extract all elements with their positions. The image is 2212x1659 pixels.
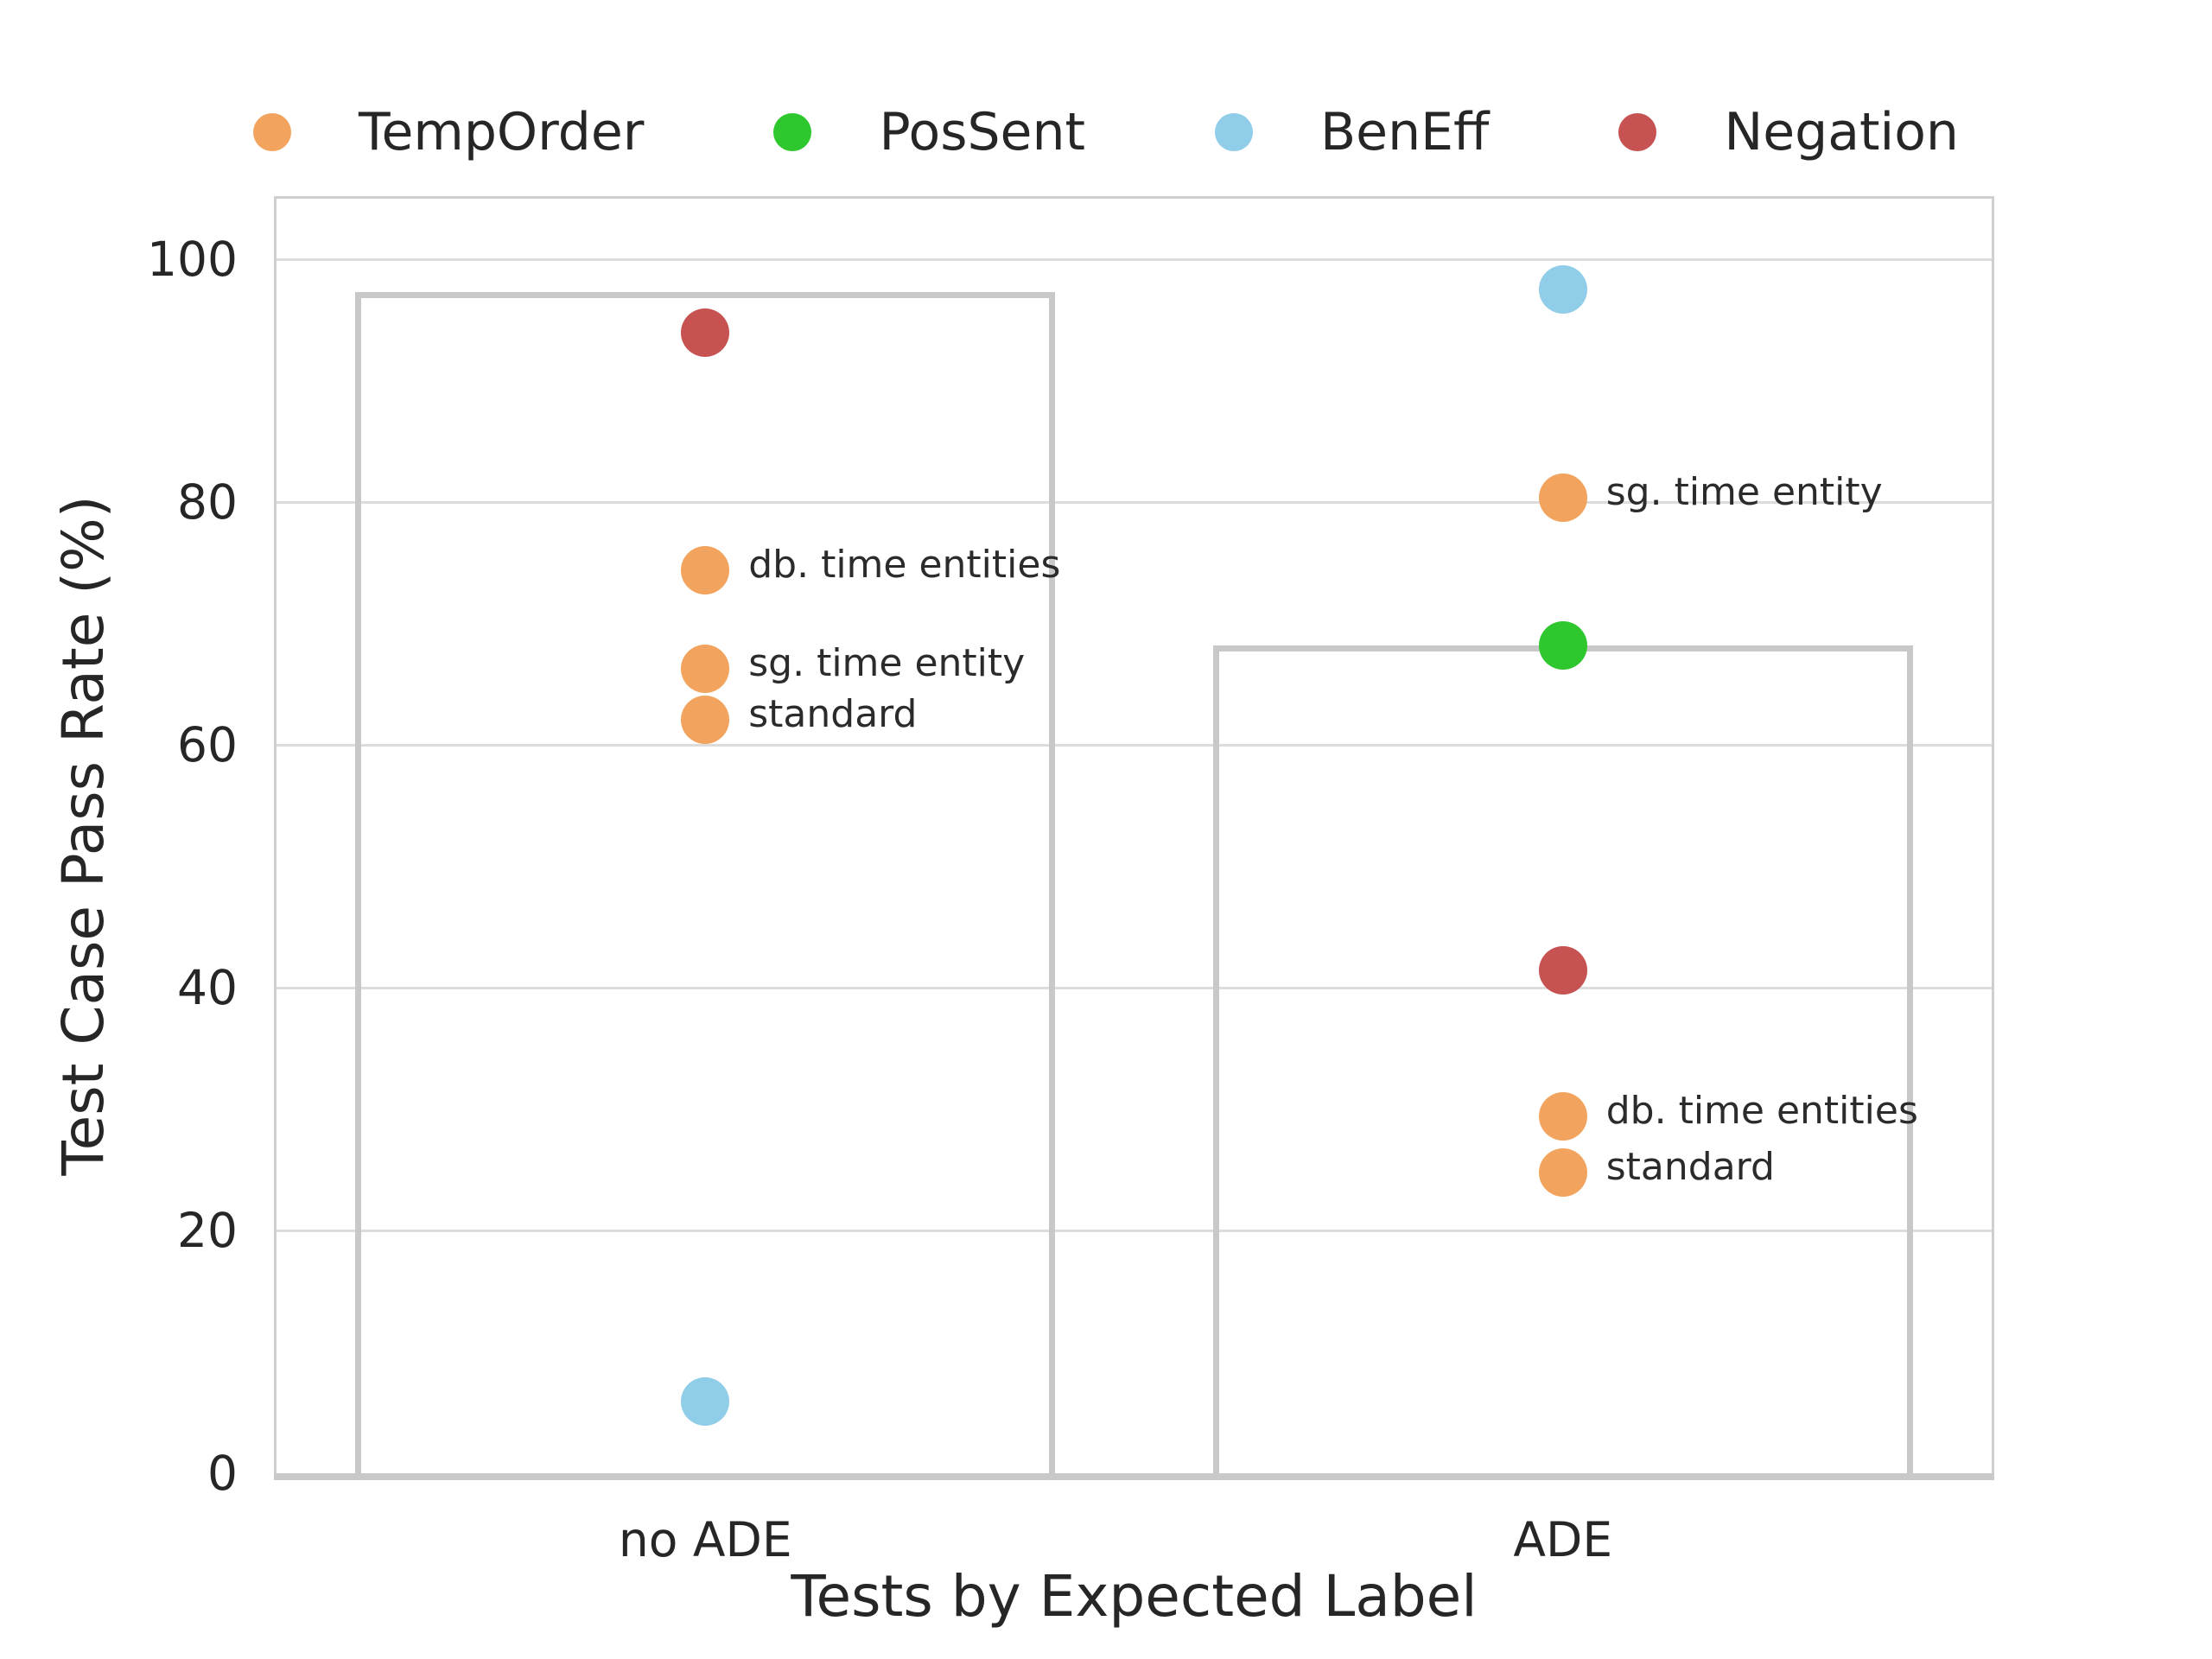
x-axis-spine	[274, 1473, 1994, 1480]
x-axis-title: Tests by Expected Label	[791, 1563, 1478, 1630]
point-annotation: standard	[748, 691, 918, 736]
point-negation-no-ade	[681, 308, 730, 357]
y-tick-label-0: 0	[207, 1446, 238, 1501]
gridline-y-40	[276, 986, 1992, 989]
point-annotation: db. time entities	[1605, 1089, 1918, 1133]
legend-item-beneff: BenEff	[1215, 102, 1489, 162]
y-tick-label-60: 60	[177, 717, 238, 773]
x-tick-label-no-ade: no ADE	[618, 1512, 792, 1567]
bar-no-ade	[355, 292, 1056, 1473]
legend-item-negation: Negation	[1618, 102, 1959, 162]
y-tick-label-100: 100	[147, 232, 238, 288]
plot-left-spine	[274, 196, 276, 1473]
legend-label: TempOrder	[359, 102, 645, 162]
point-temporder-ade	[1538, 1092, 1587, 1141]
y-tick-label-40: 40	[177, 960, 238, 1016]
point-negation-ade	[1538, 946, 1587, 995]
point-annotation: standard	[1605, 1144, 1775, 1189]
plot-top-spine	[276, 196, 1992, 199]
legend-label: Negation	[1724, 102, 1959, 162]
legend-label: BenEff	[1320, 102, 1490, 162]
legend-marker-icon	[773, 113, 812, 151]
point-temporder-ade	[1538, 473, 1587, 522]
y-axis-title: Test Case Pass Rate (%)	[50, 495, 117, 1176]
legend-marker-icon	[1618, 113, 1657, 151]
legend: TempOrder PosSent BenEff Negation	[0, 93, 2212, 171]
bar-ade	[1212, 645, 1913, 1473]
legend-label: PosSent	[879, 102, 1086, 162]
y-tick-label-80: 80	[177, 474, 238, 531]
legend-item-temporder: TempOrder	[253, 102, 644, 162]
point-temporder-no-ade	[681, 644, 730, 693]
plot-right-spine	[1992, 196, 1994, 1473]
x-tick-label-ade: ADE	[1513, 1512, 1613, 1567]
point-annotation: sg. time entity	[748, 640, 1026, 685]
point-temporder-no-ade	[681, 695, 730, 744]
gridline-y-80	[276, 500, 1992, 504]
point-annotation: db. time entities	[748, 542, 1061, 587]
legend-marker-icon	[1215, 113, 1254, 151]
point-beneff-ade	[1538, 265, 1587, 315]
point-annotation: sg. time entity	[1605, 469, 1883, 514]
legend-marker-icon	[253, 113, 292, 151]
legend-item-possent: PosSent	[773, 102, 1085, 162]
point-temporder-ade	[1538, 1147, 1587, 1197]
point-beneff-no-ade	[681, 1377, 730, 1427]
y-tick-label-20: 20	[177, 1203, 238, 1259]
point-temporder-no-ade	[681, 545, 730, 594]
gridline-y-100	[276, 257, 1992, 261]
gridline-y-20	[276, 1229, 1992, 1232]
plot-area: db. time entities sg. time entity standard…	[274, 196, 1994, 1480]
gridline-y-60	[276, 743, 1992, 747]
point-possent-ade	[1538, 620, 1587, 670]
